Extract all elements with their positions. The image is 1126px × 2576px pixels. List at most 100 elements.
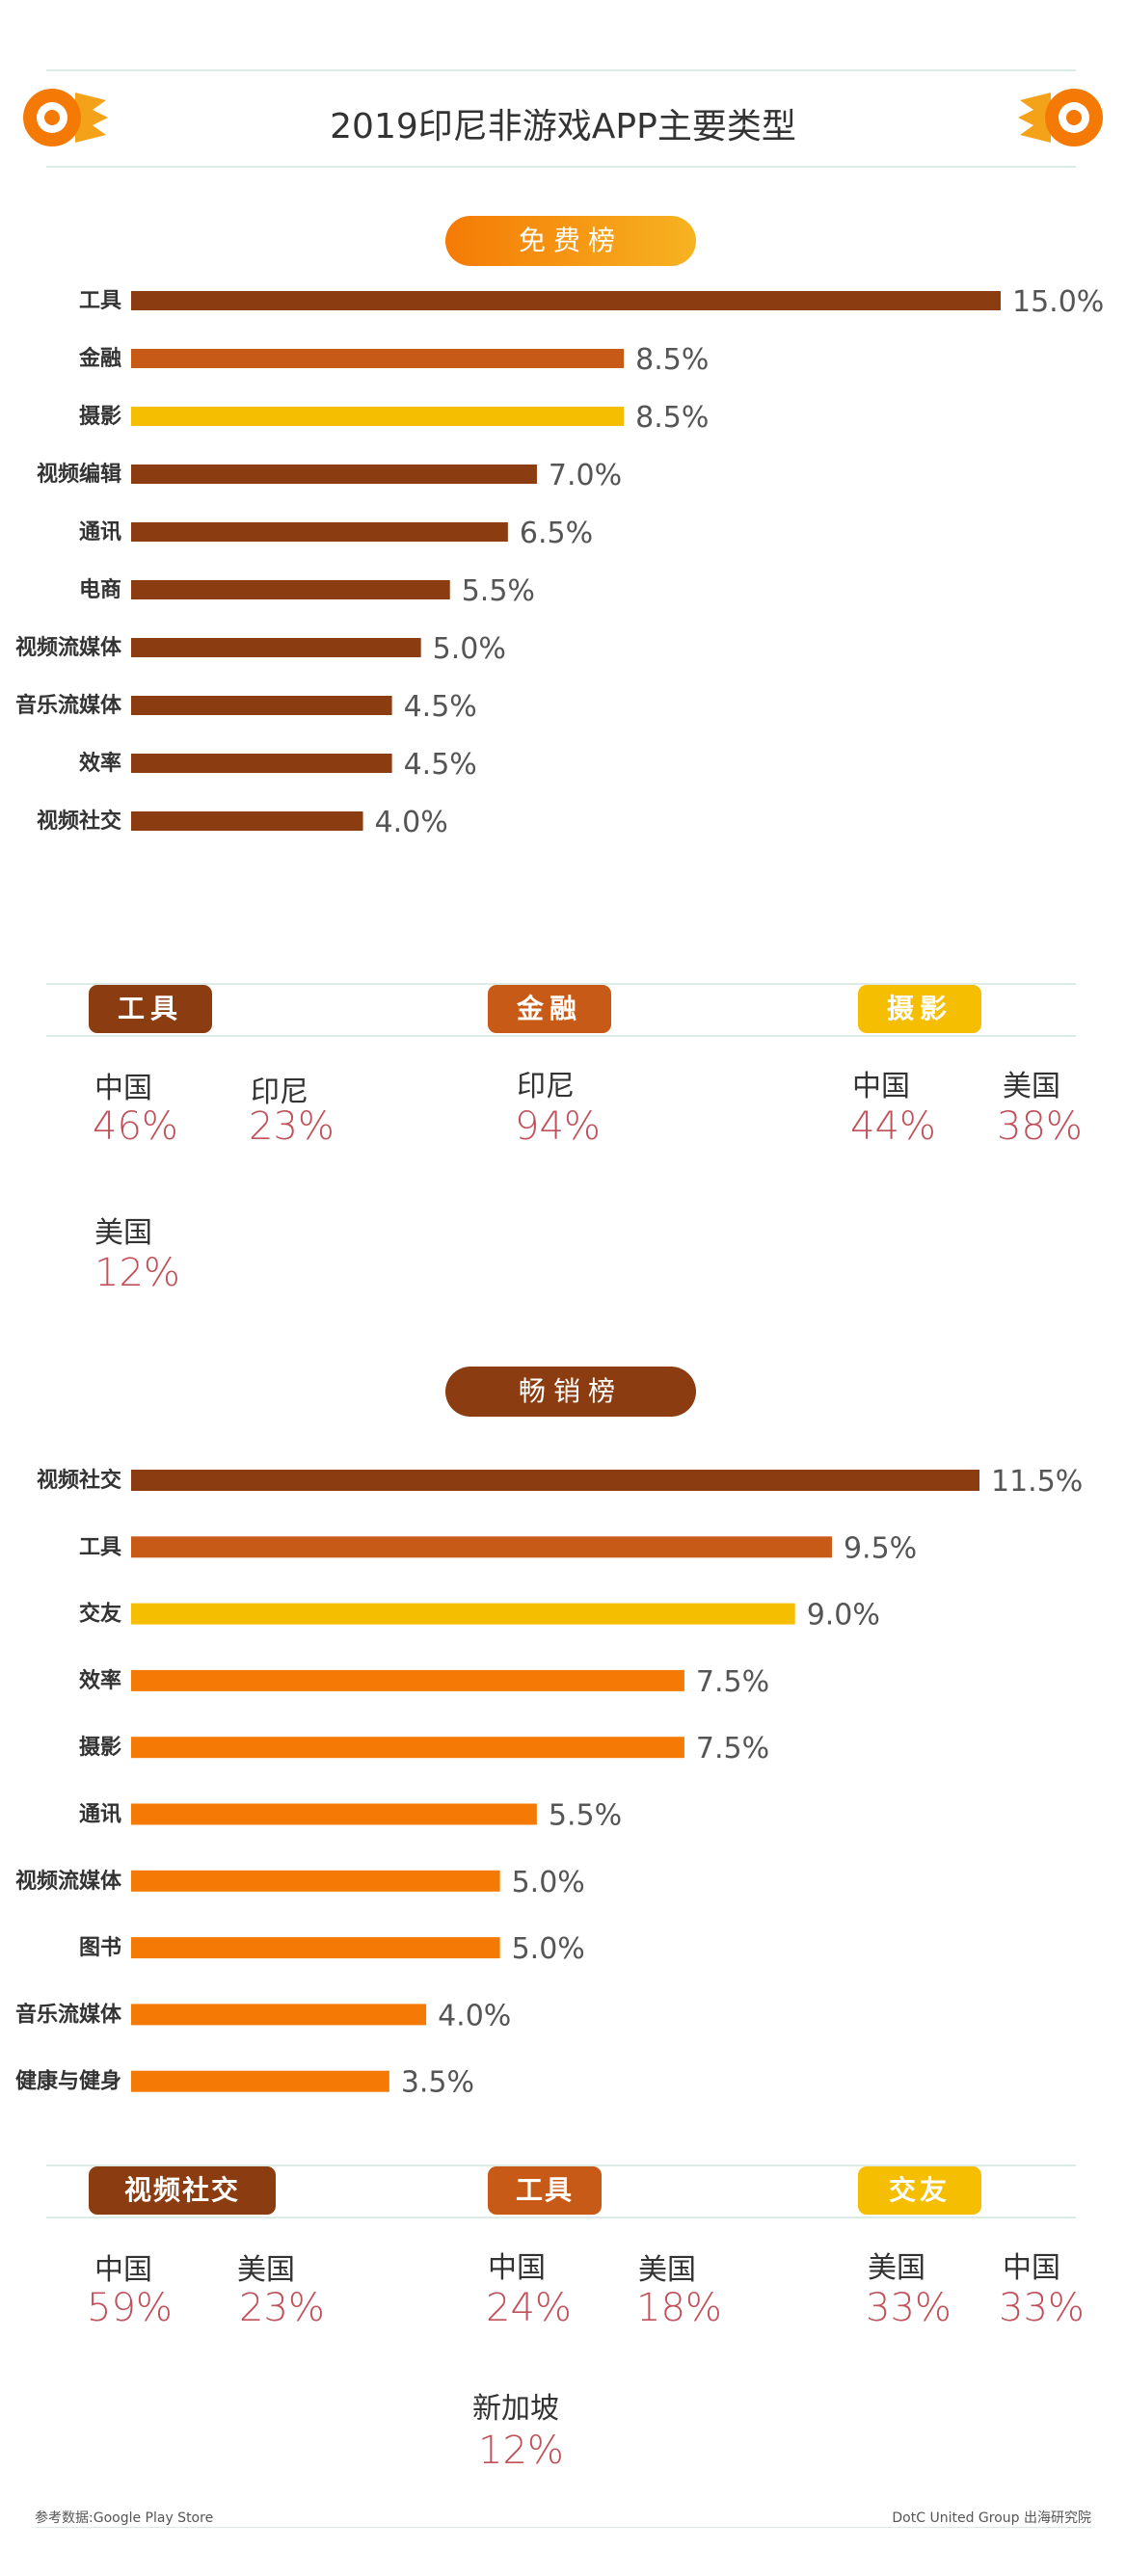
bar (131, 465, 537, 484)
value-label: 4.5% (404, 690, 477, 724)
grossing-chart-pill: 畅销榜 (445, 1367, 696, 1417)
value-label: 5.0% (433, 632, 506, 666)
value-label: 7.5% (696, 1732, 769, 1766)
stat-label: 印尼 (251, 1076, 308, 1109)
free-bar-chart: 工具 15.0% 金融 8.5% 摄影 8.5% 视频编辑 7.0% 通讯 6.5% 电商 5.5% 视… (15, 285, 1104, 839)
category-label: 工具 (79, 289, 121, 313)
value-label: 5.0% (512, 1866, 585, 1899)
stat-label: 美国 (94, 1216, 152, 1250)
bar (131, 580, 450, 599)
value-label: 8.5% (635, 343, 709, 377)
bar (131, 1737, 684, 1759)
stat-value: 12% (94, 1251, 180, 1295)
stat-label: 中国 (488, 2251, 546, 2285)
value-label: 7.5% (696, 1665, 769, 1699)
bar (131, 1937, 500, 1959)
value-label: 5.5% (462, 574, 535, 608)
value-label: 5.0% (512, 1932, 585, 1966)
value-label: 9.0% (807, 1599, 880, 1633)
tag-photo: 摄影 (858, 985, 981, 1033)
stat-value: 38% (997, 1104, 1083, 1149)
category-label: 视频流媒体 (15, 1869, 122, 1894)
category-label: 通讯 (79, 520, 121, 544)
stat-value: 23% (239, 2286, 325, 2330)
category-label: 摄影 (79, 1736, 121, 1760)
value-label: 5.5% (549, 1799, 622, 1833)
bar (131, 522, 508, 542)
bar (131, 1803, 537, 1825)
category-label: 通讯 (79, 1803, 121, 1827)
category-label: 金融 (78, 346, 121, 371)
bar (131, 1669, 684, 1691)
bar (131, 696, 392, 715)
bar (131, 811, 363, 831)
source-note: 参考数据:Google Play Store (35, 2510, 214, 2526)
category-label: 效率 (79, 751, 121, 776)
tag-video-social: 视频社交 (89, 2166, 276, 2215)
stat-label: 美国 (1003, 1070, 1060, 1103)
bar (131, 349, 625, 368)
value-label: 4.5% (404, 748, 477, 782)
bar (131, 407, 625, 426)
stat-label: 美国 (868, 2251, 925, 2285)
stat-label: 中国 (852, 1070, 910, 1103)
logo-left-icon (23, 89, 108, 146)
stat-value: 44% (850, 1104, 936, 1149)
free-chart-pill: 免费榜 (445, 216, 696, 266)
category-label: 效率 (79, 1668, 121, 1693)
bar (131, 638, 421, 657)
bar (131, 1470, 979, 1491)
category-label: 音乐流媒体 (15, 2002, 122, 2027)
stat-label: 中国 (94, 1072, 152, 1105)
bar (131, 2004, 427, 2026)
credit-note: DotC United Group 出海研究院 (892, 2510, 1091, 2526)
value-label: 4.0% (375, 806, 448, 839)
stat-label: 中国 (1003, 2251, 1060, 2285)
bar (131, 1870, 500, 1892)
grossing-bar-chart: 视频社交 11.5% 工具 9.5% 交友 9.0% 效率 7.5% 摄影 7.5% 通讯 5.5% 视… (15, 1465, 1083, 2100)
stat-label: 美国 (237, 2253, 295, 2287)
category-label: 视频流媒体 (15, 635, 122, 660)
category-label: 图书 (79, 1936, 121, 1960)
bar (131, 1536, 832, 1558)
bar (131, 1603, 795, 1625)
category-label: 视频编辑 (37, 462, 121, 487)
value-label: 3.5% (401, 2066, 474, 2100)
value-label: 11.5% (991, 1465, 1083, 1499)
category-label: 健康与健身 (15, 2069, 121, 2094)
tag-tools: 工具 (89, 985, 212, 1033)
stat-value: 23% (249, 1104, 335, 1149)
stat-label: 美国 (638, 2253, 696, 2287)
tag-dating: 交友 (858, 2166, 981, 2215)
value-label: 7.0% (549, 459, 622, 492)
stat-value: 94% (515, 1104, 601, 1149)
category-label: 电商 (79, 577, 121, 602)
category-label: 视频社交 (37, 1468, 121, 1493)
tag-tools: 工具 (488, 2166, 602, 2215)
stat-value: 33% (866, 2286, 952, 2330)
bar (131, 754, 392, 773)
category-label: 工具 (79, 1535, 121, 1559)
bar (131, 291, 1001, 310)
stat-value: 12% (478, 2429, 564, 2473)
tag-finance: 金融 (488, 985, 611, 1033)
stat-value: 18% (636, 2286, 722, 2330)
category-label: 视频社交 (37, 809, 121, 834)
value-label: 8.5% (635, 401, 709, 435)
stat-label: 中国 (94, 2253, 152, 2287)
bar (131, 2070, 389, 2092)
value-label: 6.5% (520, 517, 593, 550)
category-label: 交友 (79, 1602, 121, 1627)
category-label: 摄影 (79, 405, 121, 429)
stat-label: 新加坡 (472, 2392, 559, 2426)
value-label: 4.0% (438, 1999, 511, 2032)
stat-value: 33% (999, 2286, 1085, 2330)
stat-value: 46% (93, 1104, 178, 1149)
page-title: 2019印尼非游戏APP主要类型 (330, 107, 796, 146)
value-label: 15.0% (1012, 285, 1104, 319)
stat-label: 印尼 (517, 1070, 575, 1103)
stat-value: 24% (486, 2286, 572, 2330)
category-label: 音乐流媒体 (15, 693, 122, 718)
logo-right-icon (1018, 89, 1103, 146)
stat-value: 59% (87, 2286, 173, 2330)
